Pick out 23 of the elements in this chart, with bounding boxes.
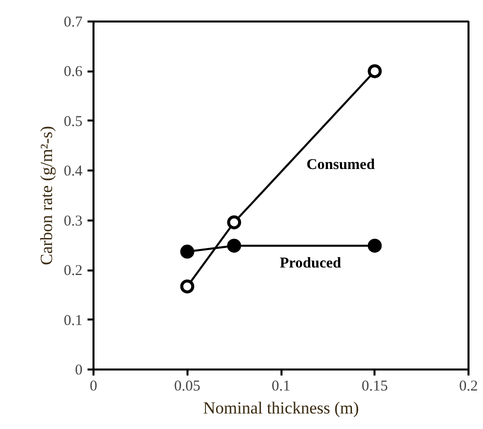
point: [227, 215, 242, 230]
series-label: Consumed: [306, 156, 376, 173]
y-tick-label: 0.6: [64, 64, 83, 80]
y-tick-label: 0.7: [64, 14, 83, 30]
point: [368, 238, 382, 253]
x-tick-label: 0.1: [272, 378, 290, 394]
point: [180, 279, 194, 294]
y-tick-label: 0.2: [64, 263, 82, 280]
x-tick-label: 0.15: [362, 378, 388, 394]
x-tick-label: 0.2: [459, 378, 478, 394]
series-label: Produced: [280, 256, 342, 272]
y-tick-label: 0.3: [64, 213, 82, 230]
point: [227, 238, 242, 253]
x-tick-label: 0.05: [174, 378, 200, 394]
x-axis-title: Nominal thickness (m): [203, 398, 359, 418]
point: [368, 64, 382, 78]
y-tick-label: 0.5: [64, 114, 82, 130]
x-tick-label: 0: [90, 378, 98, 394]
y-axis-title: Carbon rate (g/m²-s): [36, 126, 56, 266]
y-tick-label: 0: [75, 362, 82, 378]
y-tick-label: 0.4: [64, 164, 83, 180]
point: [180, 244, 194, 259]
y-tick-label: 0.1: [64, 312, 82, 329]
